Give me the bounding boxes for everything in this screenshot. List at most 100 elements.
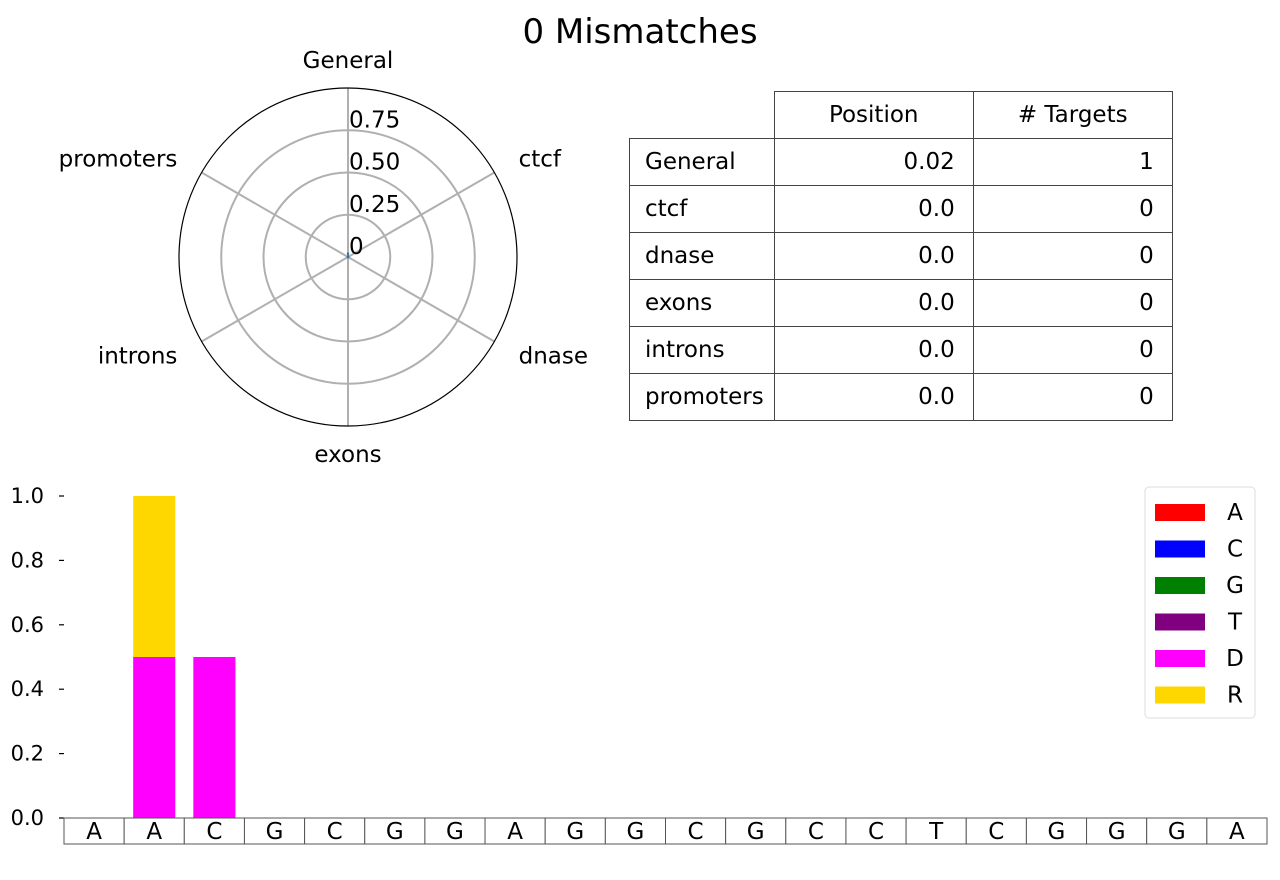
legend-swatch [1155, 613, 1205, 631]
x-tick-label: T [928, 819, 944, 845]
radar-tick-label: 0 [349, 234, 364, 260]
legend-swatch [1155, 504, 1205, 521]
radar-tick-label: 0.75 [349, 107, 400, 133]
x-tick-label: C [206, 819, 222, 845]
radar-category-label: exons [314, 442, 381, 468]
table-row: ctcf 0.0 0 [629, 185, 1173, 233]
table-row: General 0.02 1 [629, 138, 1173, 186]
sequence-cell [1206, 817, 1268, 845]
x-tick-label: C [688, 819, 704, 845]
bar-segment-D [133, 657, 176, 818]
y-tick-label: 0.2 [11, 742, 44, 766]
radar-category-label: dnase [519, 344, 588, 370]
sequence-cell [845, 817, 907, 845]
legend-swatch [1155, 577, 1205, 594]
table-row-label: ctcf [629, 185, 775, 233]
x-tick-label: A [507, 819, 523, 845]
y-tick-label: 0.6 [11, 613, 44, 637]
bar-segment-D [193, 657, 236, 818]
table-cell-position: 0.0 [773, 232, 974, 280]
x-tick-label: C [808, 819, 824, 845]
table-cell-targets: 0 [972, 279, 1173, 327]
chart-title: 0 Mismatches [522, 12, 758, 52]
table-cell-position: 0.0 [773, 373, 974, 421]
x-tick-label: C [988, 819, 1004, 845]
column-header-position: Position [773, 91, 974, 139]
x-tick-label: G [446, 819, 464, 845]
y-tick-label: 0.8 [11, 548, 44, 572]
sequence-cell [1025, 817, 1088, 845]
x-tick-label: G [266, 819, 284, 845]
bar-segment-R [133, 496, 176, 657]
sequence-cell [965, 817, 1027, 845]
table-header-row: Position # Targets [629, 91, 1173, 139]
x-tick-label: A [1229, 819, 1245, 845]
table-row-label: dnase [629, 232, 775, 280]
table-row-label: exons [629, 279, 775, 327]
sequence-cell [243, 817, 306, 845]
radar-category-label: General [303, 48, 394, 74]
legend-swatch [1155, 540, 1205, 558]
radar-spoke [347, 256, 495, 343]
radar-chart: 0 0.25 0.50 0.75 General ctcf dnase exons intron… [59, 48, 588, 468]
radar-point [346, 255, 350, 259]
table-row: promoters 0.0 0 [629, 373, 1173, 421]
x-tick-label: G [1048, 819, 1066, 845]
radar-frame [178, 87, 518, 427]
radar-category-label: introns [98, 344, 178, 370]
table-corner-cell [629, 91, 775, 139]
sequence-cell [424, 817, 486, 845]
legend-label: R [1227, 683, 1243, 709]
legend-swatch [1155, 686, 1205, 704]
radar-category-label: ctcf [519, 147, 562, 173]
radar-category-label: promoters [59, 147, 178, 173]
legend-label: G [1226, 573, 1244, 599]
column-header-targets: # Targets [972, 91, 1173, 139]
sequence-cell [63, 817, 125, 845]
sequence-cell [1086, 817, 1148, 845]
sequence-cell [364, 817, 426, 845]
table-cell-targets: 0 [972, 185, 1173, 233]
table-row-label: General [629, 138, 775, 186]
table-row-label: promoters [629, 373, 775, 421]
table-cell-position: 0.0 [773, 185, 974, 233]
legend-label: D [1226, 646, 1244, 672]
radar-spoke [201, 171, 349, 258]
y-tick-label: 1.0 [11, 484, 44, 508]
bar-chart: 0.00.20.40.60.81.0A A C G C G G A G G C G C C T C G G G AAC… [11, 484, 1268, 845]
x-tick-label: A [86, 819, 102, 845]
table-row: dnase 0.0 0 [629, 232, 1173, 280]
legend-label: C [1227, 537, 1243, 563]
x-tick-label: G [747, 819, 765, 845]
x-tick-label: G [386, 819, 404, 845]
legend-label: T [1227, 610, 1243, 636]
sequence-cell [544, 817, 606, 845]
table-cell-targets: 1 [972, 138, 1173, 186]
sequence-cell [785, 817, 847, 845]
table-row-label: introns [629, 326, 775, 374]
y-tick-label: 0.0 [11, 806, 44, 830]
legend-swatch [1155, 650, 1205, 667]
x-tick-label: G [1108, 819, 1126, 845]
radar-tick-label: 0.25 [349, 192, 400, 218]
table-cell-targets: 0 [972, 326, 1173, 374]
table-row: exons 0.0 0 [629, 279, 1173, 327]
x-tick-label: A [146, 819, 162, 845]
sequence-cell [183, 817, 245, 845]
table-cell-targets: 0 [972, 373, 1173, 421]
radar-point [346, 252, 350, 255]
sequence-cell [484, 817, 546, 845]
x-tick-label: C [868, 819, 884, 845]
legend-label: A [1227, 500, 1243, 526]
table-cell-position: 0.0 [773, 279, 974, 327]
table-cell-position: 0.02 [773, 138, 974, 186]
x-tick-label: G [627, 819, 645, 845]
x-tick-label: G [566, 819, 584, 845]
y-tick-label: 0.4 [11, 677, 44, 701]
x-tick-label: G [1168, 819, 1186, 845]
table-cell-targets: 0 [972, 232, 1173, 280]
sequence-cell [665, 817, 727, 845]
table-row: introns 0.0 0 [629, 326, 1173, 374]
sequence-cell [1146, 817, 1208, 845]
